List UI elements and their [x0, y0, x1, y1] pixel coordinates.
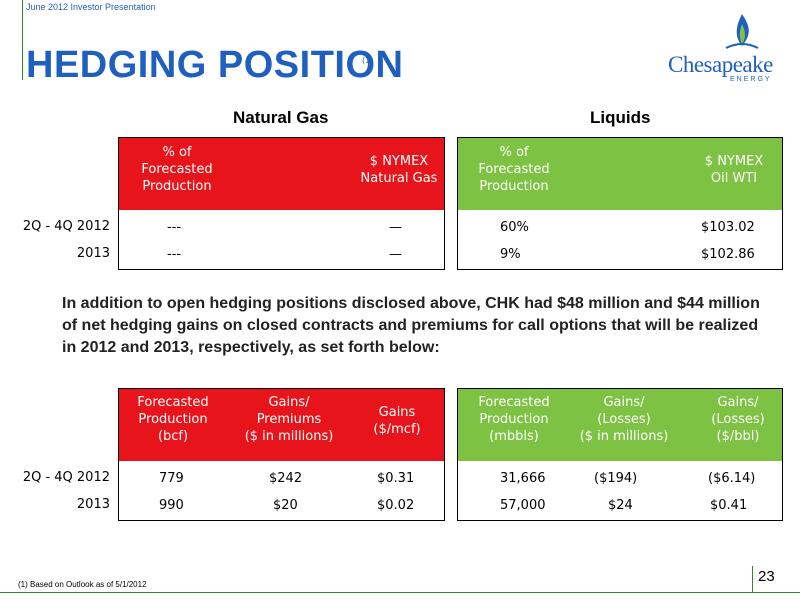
t1-row-label-1: 2Q - 4Q 2012 [22, 219, 110, 234]
logo-subtitle: ENERGY [730, 76, 772, 83]
liq-r2-gains: $24 [608, 498, 633, 513]
gas-r1-gains-mcf: $0.31 [377, 471, 415, 486]
natural-gas-heading: Natural Gas [233, 108, 329, 127]
gas-r2-nymex: — [389, 247, 402, 262]
liquids-gains-table: Forecasted Production (mbbls) Gains/ (Lo… [457, 388, 783, 521]
page-number: 23 [758, 568, 775, 585]
liq-r1-pct: 60% [500, 220, 529, 235]
liquids-heading: Liquids [590, 108, 651, 127]
gas-gains-header-band [119, 389, 444, 461]
t2-row-label-2: 2013 [76, 497, 110, 512]
gas-r1-production: 779 [159, 471, 184, 486]
liq-r2-production: 57,000 [500, 498, 546, 513]
liq-col-production-header: Forecasted Production (mbbls) [478, 395, 550, 444]
flame-icon [725, 14, 759, 49]
footer-rule-vertical [752, 566, 753, 592]
page-title: HEDGING POSITION [26, 44, 404, 86]
liq-col-pct-header: % of Forecasted Production [478, 145, 550, 194]
gas-r1-gains: $242 [269, 471, 303, 486]
header-rule [22, 0, 23, 80]
liq-r1-gains-bbl: ($6.14) [708, 471, 756, 486]
t2-row-label-1: 2Q - 4Q 2012 [22, 470, 110, 485]
liquids-header-band [458, 138, 782, 210]
logo-name: Chesapeake [668, 52, 773, 77]
liq-r1-nymex: $103.02 [701, 220, 755, 235]
gas-col-nymex-header: $ NYMEX Natural Gas [360, 154, 438, 186]
gas-col-gains-mcf-header: Gains ($/mcf) [373, 405, 421, 437]
gas-r1-pct: --- [167, 220, 182, 235]
gas-r2-production: 990 [159, 498, 184, 513]
liquids-hedge-table: % of Forecasted Production $ NYMEX Oil W… [457, 137, 783, 270]
liq-r2-nymex: $102.86 [701, 247, 755, 262]
title-footnote-marker: (1) [362, 56, 374, 65]
gas-r2-gains: $20 [273, 498, 298, 513]
gas-r2-gains-mcf: $0.02 [377, 498, 415, 513]
liq-col-gains-bbl-header: Gains/ (Losses) ($/bbl) [711, 395, 765, 444]
gas-col-production-header: Forecasted Production (bcf) [137, 395, 209, 444]
gas-gains-table: Forecasted Production (bcf) Gains/ Premi… [118, 388, 445, 521]
gas-header-band [119, 138, 444, 210]
gas-col-gains-premiums-header: Gains/ Premiums ($ in millions) [244, 395, 334, 444]
liq-r1-production: 31,666 [500, 471, 546, 486]
chesapeake-logo: Chesapeake ENERGY [668, 12, 798, 84]
gas-hedge-table: % of Forecasted Production $ NYMEX Natur… [118, 137, 445, 270]
gas-r2-pct: --- [167, 247, 182, 262]
closed-hedges-paragraph: In addition to open hedging positions di… [62, 295, 760, 356]
footnote: (1) Based on Outlook as of 5/1/2012 [18, 580, 147, 589]
liq-r1-gains: ($194) [594, 471, 638, 486]
footer-rule [0, 592, 800, 593]
liq-col-gains-losses-header: Gains/ (Losses) ($ in millions) [579, 395, 669, 444]
t1-row-label-2: 2013 [76, 246, 110, 261]
liq-col-nymex-header: $ NYMEX Oil WTI [704, 154, 764, 186]
presentation-name: June 2012 Investor Presentation [26, 2, 156, 12]
liquids-gains-header-band [458, 389, 782, 461]
liq-r2-gains-bbl: $0.41 [710, 498, 748, 513]
gas-col-pct-header: % of Forecasted Production [141, 145, 213, 194]
gas-r1-nymex: — [389, 220, 402, 235]
liq-r2-pct: 9% [500, 247, 521, 262]
